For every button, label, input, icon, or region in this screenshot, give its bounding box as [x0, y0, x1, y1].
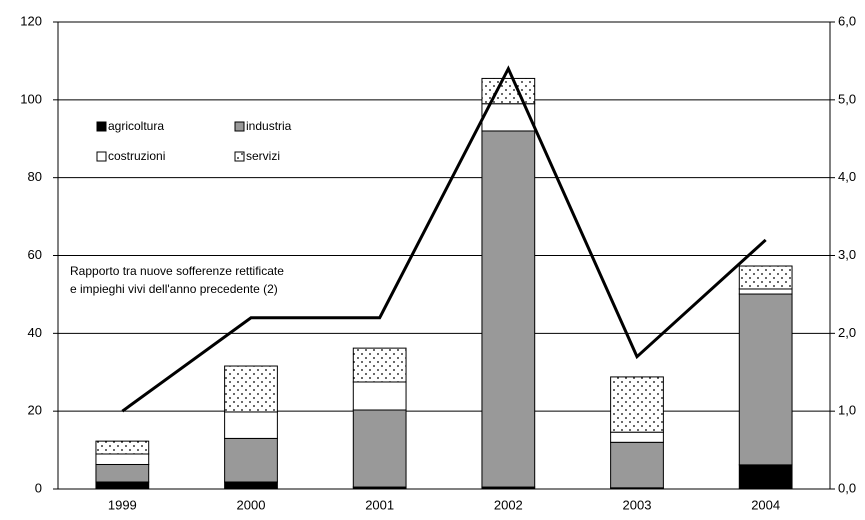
legend-swatch — [234, 151, 245, 162]
bar-segment — [224, 411, 278, 439]
legend-label: costruzioni — [108, 149, 165, 163]
legend-swatch — [96, 121, 107, 132]
y2-tick-label: 3,0 — [838, 247, 856, 262]
y-tick-label: 0 — [35, 480, 42, 495]
bar-segment — [352, 409, 407, 488]
bar-segment — [224, 437, 278, 483]
legend-label: servizi — [246, 149, 280, 163]
bar-segment — [95, 463, 150, 483]
bar-segment — [95, 481, 150, 490]
bar-segment — [738, 265, 793, 290]
x-tick-label: 2002 — [494, 497, 523, 512]
bar-segment — [95, 453, 150, 465]
y-tick-label: 20 — [28, 403, 42, 418]
bar-segment — [95, 440, 150, 455]
y-tick-label: 60 — [28, 247, 42, 262]
legend-label: agricoltura — [108, 119, 164, 133]
x-tick-label: 2000 — [237, 497, 266, 512]
bar-segment — [352, 381, 407, 411]
legend-label: industria — [246, 119, 292, 133]
y-tick-label: 100 — [20, 91, 42, 106]
bar-segment — [224, 365, 278, 413]
annotation: e impieghi vivi dell'anno precedente (2) — [70, 282, 278, 296]
x-tick-label: 1999 — [108, 497, 137, 512]
y2-tick-label: 1,0 — [838, 403, 856, 418]
bar-segment — [224, 481, 278, 490]
annotation: Rapporto tra nuove sofferenze rettificat… — [70, 264, 284, 278]
bar-segment — [738, 464, 793, 490]
bar-segment — [481, 130, 536, 488]
x-tick-label: 2001 — [365, 497, 394, 512]
y2-tick-label: 5,0 — [838, 91, 856, 106]
y2-tick-label: 6,0 — [838, 13, 856, 28]
y2-tick-label: 0,0 — [838, 480, 856, 495]
y-tick-label: 40 — [28, 325, 42, 340]
bar-segment — [738, 293, 793, 466]
y-tick-label: 120 — [20, 13, 42, 28]
y2-tick-label: 2,0 — [838, 325, 856, 340]
legend-swatch — [234, 121, 245, 132]
bar-segment — [610, 376, 664, 433]
bar-segment — [738, 288, 793, 295]
line-series — [121, 65, 767, 413]
bar-segment — [481, 77, 536, 105]
bar-segment — [610, 431, 664, 443]
x-tick-label: 2004 — [751, 497, 780, 512]
bar-segment — [610, 441, 664, 489]
legend-swatch — [96, 151, 107, 162]
x-tick-label: 2003 — [623, 497, 652, 512]
y-tick-label: 80 — [28, 169, 42, 184]
bar-segment — [352, 347, 407, 383]
y2-tick-label: 4,0 — [838, 169, 856, 184]
plot-frame — [57, 21, 831, 490]
